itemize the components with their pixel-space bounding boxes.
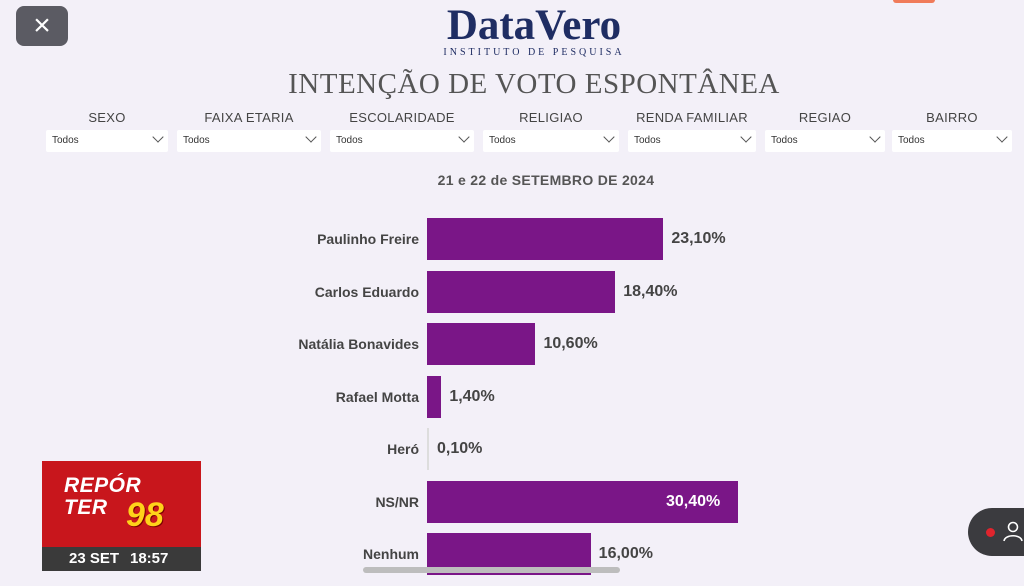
category-label: Heró xyxy=(387,441,419,457)
brand-name: DataVero xyxy=(446,2,622,49)
category-label: NS/NR xyxy=(375,493,419,510)
filter-label: RELIGIAO xyxy=(519,110,583,125)
user-icon xyxy=(1003,521,1023,542)
filter-regiao: REGIAO Todos xyxy=(765,108,885,152)
filter-label: ESCOLARIDADE xyxy=(349,110,455,125)
filter-value: Todos xyxy=(52,135,79,146)
close-button[interactable]: × xyxy=(16,6,68,46)
page-title: INTENÇÃO DE VOTO ESPONTÂNEA xyxy=(288,68,780,100)
badge-time: 18:57 xyxy=(130,550,169,567)
bar-row: Rafael Motta 1,40% xyxy=(0,375,1024,418)
filter-renda-familiar: RENDA FAMILIAR Todos xyxy=(628,108,756,152)
value-label: 18,40% xyxy=(623,282,678,300)
bar-row: Carlos Eduardo 18,40% xyxy=(0,270,1024,313)
chevron-down-icon xyxy=(996,131,1008,143)
filter-select[interactable]: Todos xyxy=(46,130,168,152)
filter-label: FAIXA ETARIA xyxy=(204,110,294,125)
filter-label: REGIAO xyxy=(798,110,852,125)
chevron-down-icon xyxy=(305,131,317,143)
filter-value: Todos xyxy=(336,135,363,146)
filter-select[interactable]: Todos xyxy=(628,130,756,152)
chevron-down-icon xyxy=(152,131,164,143)
filter-value: Todos xyxy=(771,135,798,146)
value-label: 1,40% xyxy=(449,387,495,405)
value-label: 30,40% xyxy=(666,492,721,510)
bar-row: Natália Bonavides 10,60% xyxy=(0,323,1024,365)
category-label: Carlos Eduardo xyxy=(314,283,419,300)
brand-logo: DataVero INSTITUTO DE PESQUISA xyxy=(0,4,1024,58)
filter-label: RENDA FAMILIAR xyxy=(636,110,748,125)
filter-select[interactable]: Todos xyxy=(892,130,1012,152)
badge-date: 23 SET xyxy=(69,550,120,567)
category-label: Nenhum xyxy=(363,546,419,562)
category-label: Paulinho Freire xyxy=(317,231,419,247)
filter-label: SEXO xyxy=(88,110,126,125)
bar-row: Paulinho Freire 23,10% xyxy=(0,218,1024,260)
bar[interactable] xyxy=(427,375,442,418)
category-label: Rafael Motta xyxy=(335,388,419,405)
top-indicator xyxy=(893,0,935,3)
value-label: 0,10% xyxy=(437,440,483,457)
badge-timestamp: 23 SET 18:57 xyxy=(42,547,201,571)
filter-select[interactable]: Todos xyxy=(483,130,619,152)
filter-value: Todos xyxy=(489,135,516,146)
bar[interactable] xyxy=(427,218,664,260)
live-recording-button[interactable] xyxy=(968,508,1024,556)
chart-subtitle: 21 e 22 de SETEMBRO DE 2024 xyxy=(437,172,655,188)
badge-title-2: TER xyxy=(64,496,108,519)
category-label: Natália Bonavides xyxy=(298,336,419,352)
filter-value: Todos xyxy=(898,135,925,146)
filter-select[interactable]: Todos xyxy=(765,130,885,152)
value-label: 10,60% xyxy=(543,335,598,352)
value-label: 16,00% xyxy=(598,545,653,562)
chevron-down-icon xyxy=(603,131,615,143)
bar-row: NS/NR 30,40% xyxy=(0,480,1024,523)
bar[interactable] xyxy=(427,323,536,365)
filter-sexo: SEXO Todos xyxy=(46,108,168,152)
filter-bairro: BAIRRO Todos xyxy=(892,108,1012,152)
bar[interactable] xyxy=(427,270,616,313)
value-label: 23,10% xyxy=(671,230,726,247)
filter-escolaridade: ESCOLARIDADE Todos xyxy=(330,108,474,152)
badge-number: 98 xyxy=(126,496,164,534)
chevron-down-icon xyxy=(869,131,881,143)
bar[interactable] xyxy=(427,480,738,523)
badge-title-1: REPÓR xyxy=(64,474,142,497)
filter-value: Todos xyxy=(183,135,210,146)
bar-row: Heró 0,10% xyxy=(0,428,1024,470)
reporter-logo: REPÓR TER xyxy=(64,475,141,519)
filter-value: Todos xyxy=(634,135,661,146)
reporter-98-badge: REPÓR TER 98 23 SET 18:57 xyxy=(42,461,201,571)
filter-religiao: RELIGIAO Todos xyxy=(483,108,619,152)
filter-label: BAIRRO xyxy=(926,110,978,125)
close-icon: × xyxy=(33,9,51,42)
brand-subtitle: INSTITUTO DE PESQUISA xyxy=(443,47,625,58)
chevron-down-icon xyxy=(740,131,752,143)
chevron-down-icon xyxy=(458,131,470,143)
filter-select[interactable]: Todos xyxy=(177,130,321,152)
bar[interactable] xyxy=(427,428,429,470)
filter-faixa-etaria: FAIXA ETARIA Todos xyxy=(177,108,321,152)
record-dot-icon xyxy=(986,528,995,537)
horizontal-scrollbar[interactable] xyxy=(363,567,620,573)
filter-select[interactable]: Todos xyxy=(330,130,474,152)
